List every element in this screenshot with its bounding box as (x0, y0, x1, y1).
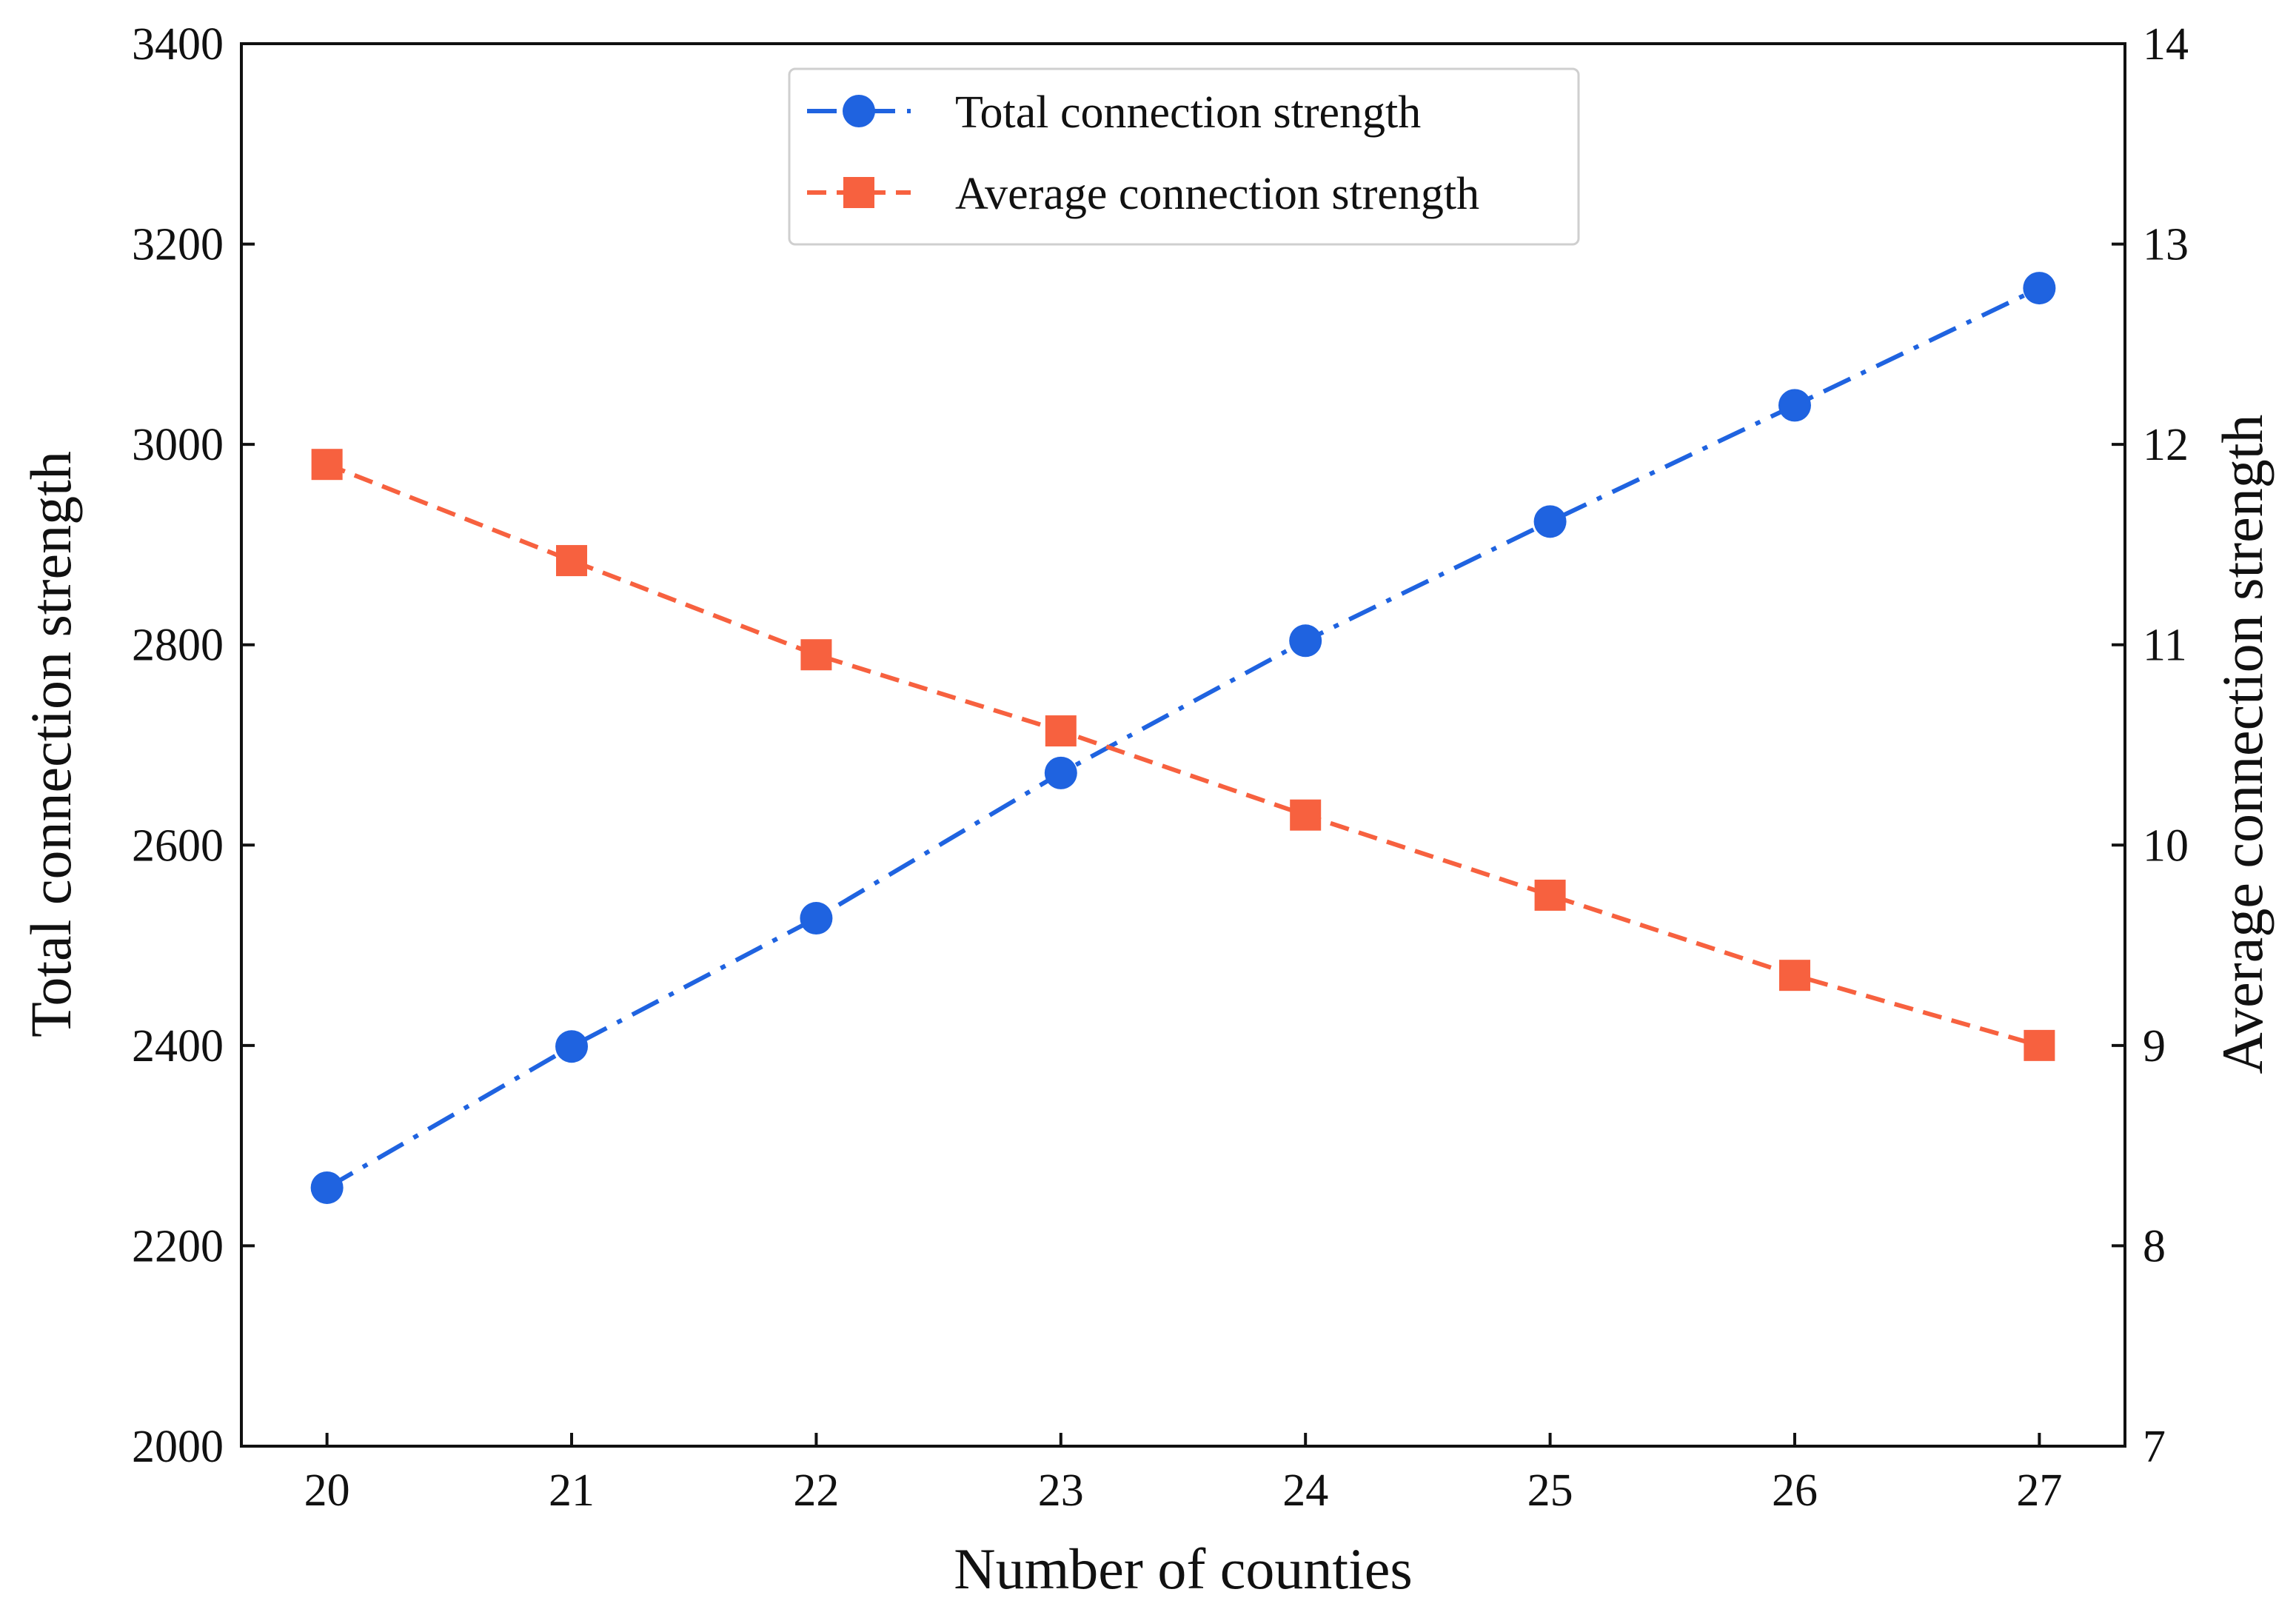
right-y-tick-label: 12 (2143, 420, 2189, 470)
data-point-total-connection-strength (1044, 756, 1077, 789)
plot-frame (240, 42, 2126, 1448)
right-y-tick-label: 9 (2143, 1021, 2166, 1071)
x-tick-label: 25 (1527, 1465, 1573, 1516)
legend-label-total-connection-strength: Total connection strength (955, 87, 1421, 138)
left-y-tick-label: 2800 (132, 621, 224, 671)
x-tick-label: 20 (304, 1465, 350, 1516)
plot-area (240, 42, 2126, 1448)
data-point-average-connection-strength (1045, 715, 1077, 747)
legend-marker-average-connection-strength (843, 177, 874, 208)
data-point-average-connection-strength (1778, 960, 1810, 992)
x-axis-ticks: 20 21 22 23 24 25 26 27 (304, 1433, 2062, 1516)
x-tick-label: 26 (1772, 1465, 1818, 1516)
left-y-tick-label: 3400 (132, 19, 224, 70)
data-point-total-connection-strength (800, 902, 833, 935)
data-point-average-connection-strength (800, 639, 832, 671)
left-y-tick-label: 2200 (132, 1221, 224, 1271)
right-y-tick-label: 8 (2143, 1221, 2166, 1271)
right-y-tick-label: 13 (2143, 220, 2189, 270)
left-y-tick-label: 2000 (132, 1422, 224, 1472)
left-y-tick-label: 2400 (132, 1021, 224, 1071)
data-point-total-connection-strength (310, 1171, 344, 1204)
right-y-tick-label: 7 (2143, 1422, 2166, 1472)
right-y-tick-label: 10 (2143, 820, 2189, 871)
x-axis-title: Number of counties (954, 1537, 1413, 1601)
right-y-tick-label: 11 (2143, 621, 2187, 671)
x-tick-label: 27 (2016, 1465, 2062, 1516)
legend: Total connection strength Average connec… (788, 67, 1580, 246)
series-line-average-connection-strength (326, 462, 2041, 1048)
series-line-total-connection-strength (326, 286, 2041, 1190)
right-y-axis-title: Average connection strength (2210, 415, 2275, 1074)
left-y-axis-title: Total connection strength (19, 451, 83, 1037)
left-y-tick-label: 2600 (132, 820, 224, 871)
data-point-total-connection-strength (1289, 624, 1322, 658)
data-point-total-connection-strength (1778, 389, 1811, 422)
left-y-tick-label: 3000 (132, 420, 224, 470)
x-tick-label: 24 (1282, 1465, 1328, 1516)
data-point-total-connection-strength (555, 1030, 589, 1063)
left-y-tick-label: 3200 (132, 220, 224, 270)
data-point-average-connection-strength (311, 449, 343, 481)
legend-label-average-connection-strength: Average connection strength (955, 169, 1479, 219)
series-layer (310, 272, 2056, 1204)
data-point-total-connection-strength (1533, 505, 1567, 538)
data-point-average-connection-strength (2024, 1029, 2055, 1061)
legend-marker-total-connection-strength (843, 95, 875, 127)
data-point-average-connection-strength (1534, 879, 1566, 911)
data-point-average-connection-strength (1290, 799, 1322, 831)
data-point-average-connection-strength (556, 545, 588, 577)
x-tick-label: 21 (549, 1465, 595, 1516)
right-y-tick-label: 14 (2143, 19, 2189, 70)
x-tick-label: 23 (1038, 1465, 1084, 1516)
x-tick-label: 22 (793, 1465, 839, 1516)
data-point-total-connection-strength (2023, 272, 2056, 305)
left-y-axis-ticks: 2000 2200 2400 2600 2800 3000 3200 3400 (132, 19, 255, 1472)
legend-box (788, 67, 1580, 246)
right-y-axis-ticks: 7 8 9 10 11 12 13 14 (2112, 19, 2189, 1472)
